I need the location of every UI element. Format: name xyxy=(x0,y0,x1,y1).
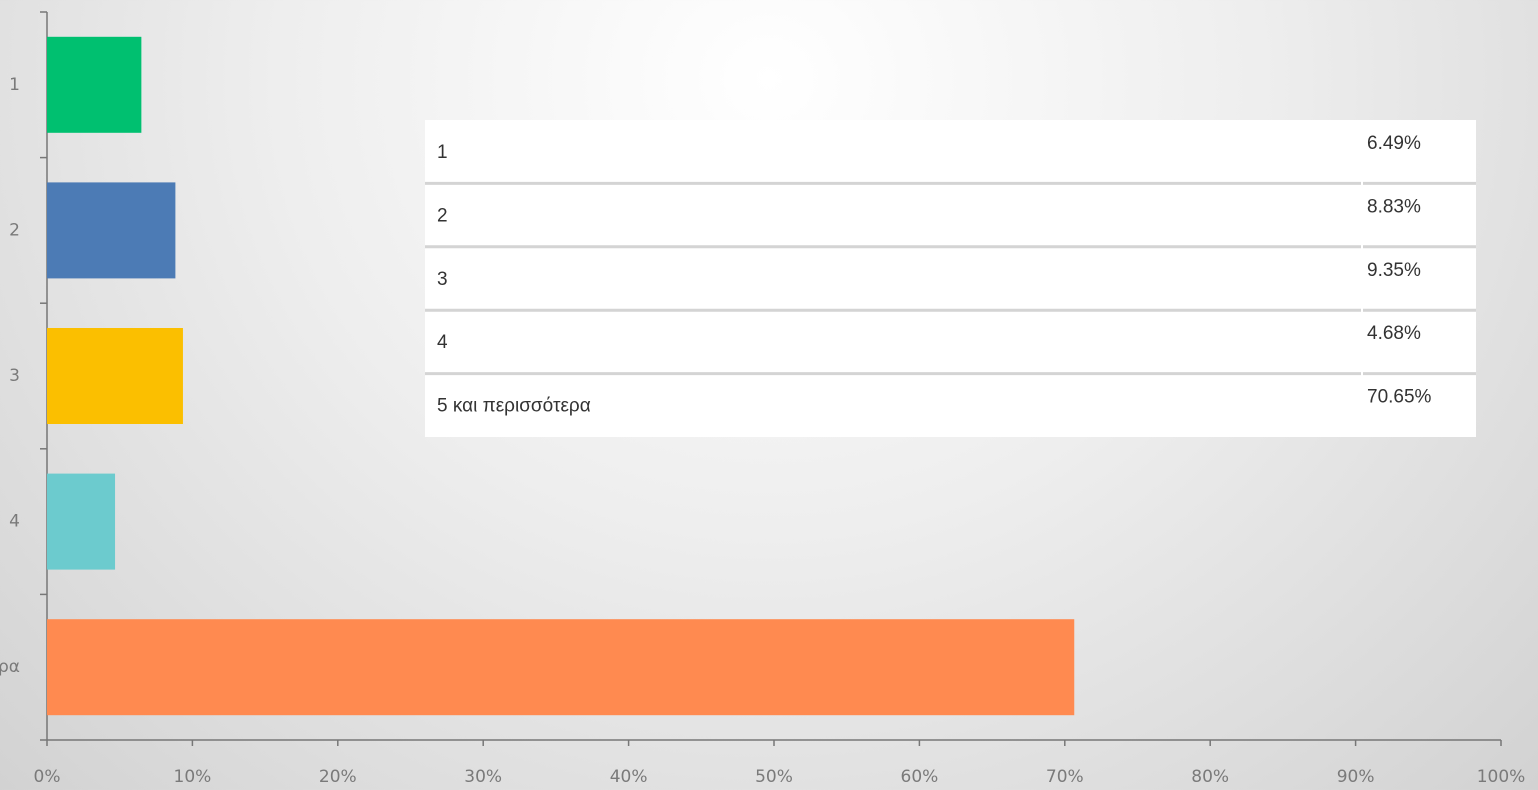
table-label: 3 xyxy=(437,269,448,290)
bar xyxy=(47,182,176,279)
x-tick-label: 70% xyxy=(1046,767,1084,787)
table-value: 4.68% xyxy=(1367,323,1421,344)
table-value: 6.49% xyxy=(1367,133,1421,154)
y-tick-label: 2 xyxy=(9,220,20,240)
bar xyxy=(47,619,1075,716)
y-tick-label: 5 και περισσότερα xyxy=(0,657,20,677)
table-label: 4 xyxy=(437,332,448,353)
bar xyxy=(47,473,116,570)
x-tick-label: 20% xyxy=(319,767,357,787)
y-tick-label: 3 xyxy=(9,366,20,386)
x-tick-label: 100% xyxy=(1477,767,1526,787)
table-value: 9.35% xyxy=(1367,260,1421,281)
x-tick-label: 80% xyxy=(1191,767,1229,787)
x-tick-label: 10% xyxy=(174,767,212,787)
x-tick-label: 90% xyxy=(1337,767,1375,787)
table-label: 5 και περισσότερα xyxy=(437,396,591,417)
x-tick-label: 0% xyxy=(34,767,61,787)
y-tick-label: 4 xyxy=(9,512,20,532)
y-tick-label: 1 xyxy=(9,75,20,95)
x-tick-label: 40% xyxy=(610,767,648,787)
table-background xyxy=(425,120,1476,437)
x-tick-label: 30% xyxy=(464,767,502,787)
x-tick-label: 50% xyxy=(755,767,793,787)
table-label: 1 xyxy=(437,142,448,163)
x-tick-label: 60% xyxy=(901,767,939,787)
bar xyxy=(47,36,142,133)
table-value: 8.83% xyxy=(1367,196,1421,217)
table-value: 70.65% xyxy=(1367,387,1432,408)
table-label: 2 xyxy=(437,205,448,226)
bar xyxy=(47,328,183,424)
